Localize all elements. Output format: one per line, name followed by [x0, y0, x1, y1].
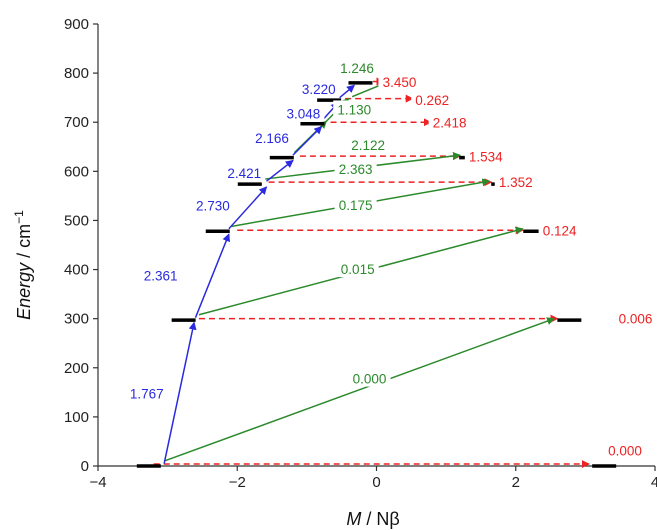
red-transition-label: 1.534	[469, 150, 503, 165]
blue-label-bg	[251, 128, 294, 146]
blue-arrow	[194, 233, 231, 318]
blue-transition-label: 2.361	[144, 268, 178, 283]
red-label-bg	[604, 441, 647, 459]
x-tick-label: −4	[89, 474, 106, 491]
blue-transition-label: 3.048	[286, 106, 320, 121]
blue-transition-label: 1.767	[130, 386, 164, 401]
y-tick-label: 600	[64, 163, 89, 180]
green-transition-label: 1.246	[340, 61, 374, 76]
blue-arrow	[266, 159, 294, 182]
red-label-bg	[378, 72, 421, 90]
blue-arrow	[163, 321, 197, 464]
green-label-bg	[336, 59, 379, 77]
green-transition-label: 0.000	[353, 372, 387, 387]
blue-transition-label: 2.421	[227, 166, 261, 181]
green-label-bg	[334, 159, 377, 177]
y-tick-label: 400	[64, 262, 89, 279]
green-label-bg	[336, 260, 379, 278]
red-transition-label: 1.352	[499, 175, 533, 190]
transition-labels: 0.000 0.006 0.124 1.352 1.534 2.418 0.262 3.450…	[125, 59, 657, 459]
red-transition-label: 0.006	[619, 312, 653, 327]
red-dashed-transitions	[153, 77, 590, 469]
red-label-bg	[614, 309, 657, 327]
blue-label-bg	[125, 384, 168, 402]
green-label-bg	[333, 100, 376, 118]
x-tick-label: 4	[651, 474, 657, 491]
red-label-bg	[411, 91, 454, 109]
green-transition-label: 0.015	[341, 262, 375, 277]
y-tick-label: 700	[64, 114, 89, 131]
red-transition-label: 0.124	[543, 223, 577, 238]
red-label-bg	[538, 221, 581, 239]
y-tick-label: 0	[81, 458, 89, 475]
green-label-bg	[348, 369, 391, 387]
blue-arrow	[228, 186, 268, 230]
red-label-bg	[428, 113, 471, 131]
red-label-bg	[494, 173, 537, 191]
y-tick-label: 300	[64, 311, 89, 328]
blue-transition-label: 3.220	[302, 82, 336, 97]
green-label-bg	[347, 135, 390, 153]
y-tick-label: 500	[64, 212, 89, 229]
blue-label-bg	[223, 163, 266, 181]
blue-label-bg	[139, 266, 182, 284]
blue-label-bg	[191, 196, 234, 214]
x-tick-label: 0	[372, 474, 380, 491]
x-axis-title: M / Nβ	[346, 509, 399, 529]
blue-transition-label: 2.166	[255, 131, 289, 146]
green-transition-label: 2.363	[339, 162, 373, 177]
axes	[97, 24, 655, 467]
green-arrow	[163, 317, 555, 462]
y-tick-label: 200	[64, 360, 89, 377]
red-label-bg	[464, 147, 507, 165]
x-tick-label: −2	[229, 474, 246, 491]
x-axis-ticks: −4 −2 0 2 4	[89, 466, 657, 491]
red-transition-label: 0.262	[415, 93, 449, 108]
blue-label-bg	[282, 104, 325, 122]
green-transition-label: 0.175	[339, 198, 373, 213]
red-transition-label: 0.000	[608, 443, 642, 458]
y-axis-title: Energy / cm−1	[12, 210, 34, 320]
y-axis-ticks: 0 100 200 300 400 500 600 700 800 900	[64, 16, 98, 475]
blue-transition-label: 2.730	[196, 199, 230, 214]
green-transition-label: 1.130	[337, 102, 371, 117]
y-tick-label: 900	[64, 16, 89, 33]
blue-arrow	[339, 84, 355, 99]
y-tick-label: 800	[64, 65, 89, 82]
blue-arrow	[292, 125, 323, 156]
red-transition-label: 3.450	[383, 75, 417, 90]
red-transition-label: 2.418	[433, 116, 467, 131]
blue-label-bg	[297, 79, 340, 97]
y-tick-label: 100	[64, 409, 89, 426]
green-label-bg	[334, 196, 377, 214]
green-transition-label: 2.122	[351, 138, 385, 153]
x-tick-label: 2	[512, 474, 520, 491]
